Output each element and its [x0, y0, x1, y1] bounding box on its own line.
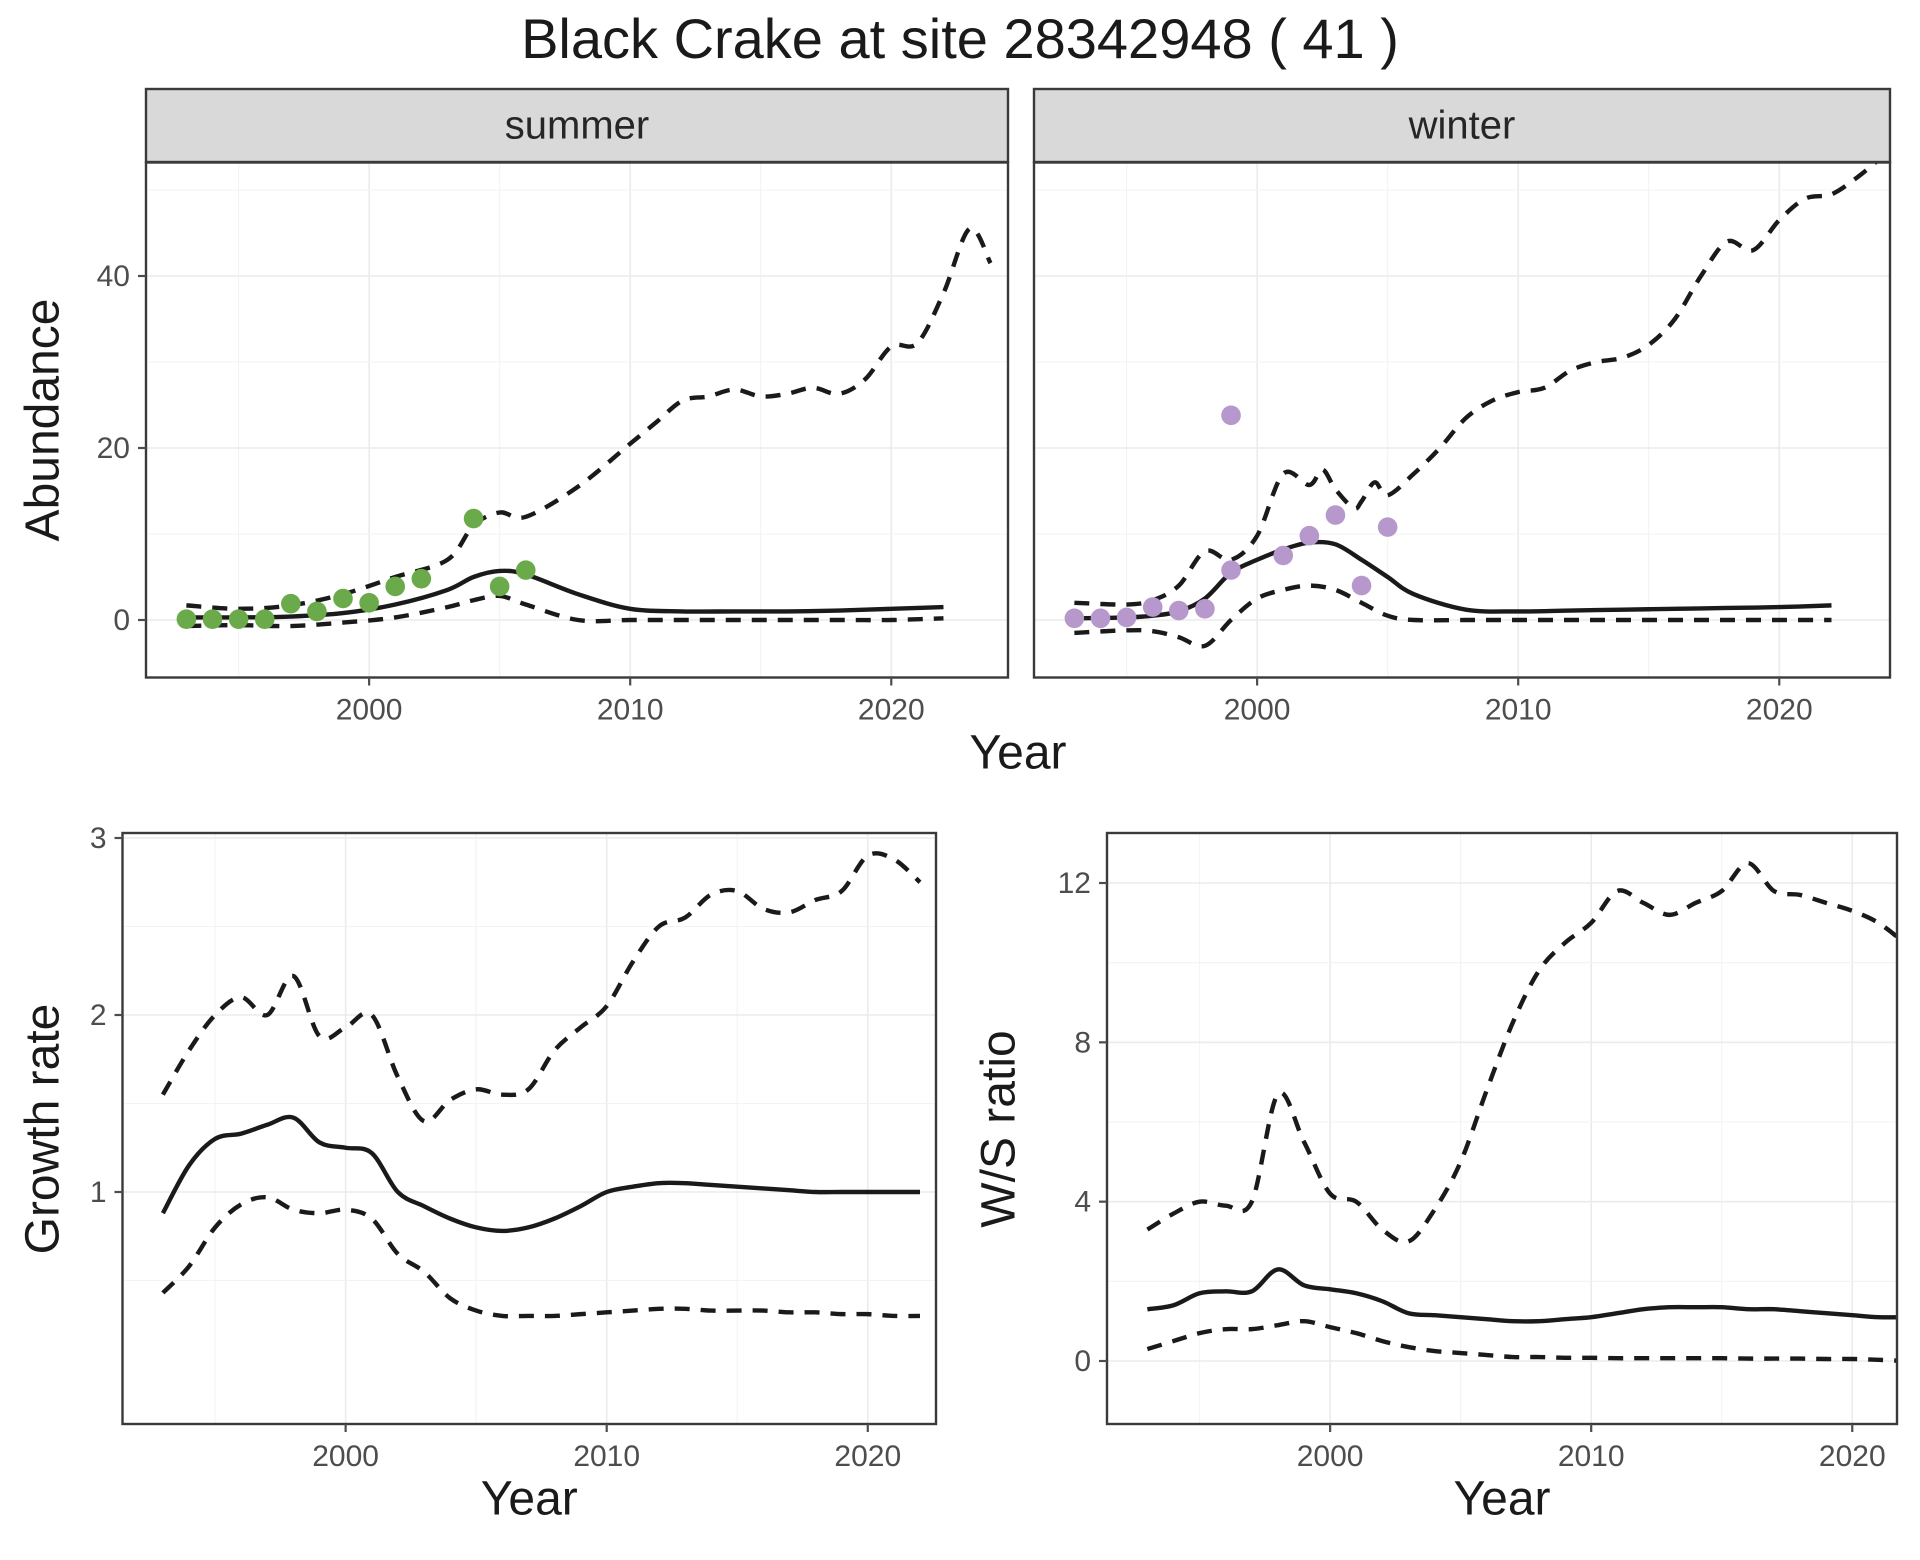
- svg-text:2020: 2020: [858, 694, 925, 727]
- svg-text:3: 3: [90, 822, 107, 855]
- svg-text:0: 0: [1074, 1345, 1091, 1378]
- svg-text:2000: 2000: [1224, 694, 1291, 727]
- svg-text:summer: summer: [505, 104, 649, 148]
- svg-text:2000: 2000: [312, 1440, 379, 1473]
- svg-text:40: 40: [97, 260, 130, 293]
- svg-text:20: 20: [97, 432, 130, 465]
- svg-text:4: 4: [1074, 1186, 1091, 1219]
- svg-text:12: 12: [1058, 867, 1091, 900]
- svg-text:2000: 2000: [336, 694, 403, 727]
- svg-text:2020: 2020: [1746, 694, 1813, 727]
- svg-text:8: 8: [1074, 1026, 1091, 1059]
- svg-text:2010: 2010: [597, 694, 664, 727]
- svg-text:1: 1: [90, 1176, 107, 1209]
- svg-text:2010: 2010: [573, 1440, 640, 1473]
- svg-text:2020: 2020: [1819, 1440, 1886, 1473]
- svg-text:2020: 2020: [834, 1440, 901, 1473]
- svg-text:winter: winter: [1408, 104, 1516, 148]
- svg-text:0: 0: [113, 604, 130, 637]
- svg-text:2: 2: [90, 999, 107, 1032]
- svg-text:2000: 2000: [1297, 1440, 1364, 1473]
- svg-text:2010: 2010: [1485, 694, 1552, 727]
- svg-text:2010: 2010: [1558, 1440, 1625, 1473]
